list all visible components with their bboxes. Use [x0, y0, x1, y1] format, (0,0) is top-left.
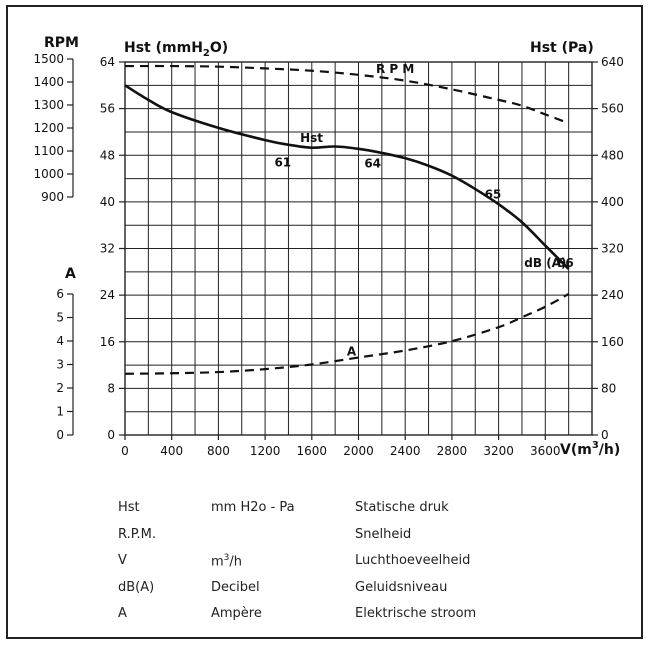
- legend-unit-dba: Decibel: [211, 580, 260, 595]
- rpm-tick-label: 1400: [33, 75, 64, 89]
- hst-tick-label: 48: [100, 148, 115, 162]
- curve-annotation: Hst: [300, 131, 323, 145]
- rpm-tick-label: 1000: [33, 167, 64, 181]
- hst-tick-label: 64: [100, 55, 115, 69]
- rpm-tick-label: 1200: [33, 121, 64, 135]
- pa-tick-label: 320: [601, 242, 624, 256]
- legend-unit-hst: mm H2o - Pa: [211, 500, 295, 515]
- series-line-rpm: [124, 64, 570, 125]
- x-tick-label: 800: [207, 444, 230, 458]
- pa-axis-title: Hst (Pa): [530, 40, 594, 56]
- legend-abbr-dba: dB(A): [118, 580, 155, 595]
- amp-axis-title: A: [65, 266, 76, 282]
- pa-tick-label: 640: [601, 55, 624, 69]
- hst-tick-label: 40: [100, 195, 115, 209]
- hst-axis-title: Hst (mmH2O): [124, 40, 228, 59]
- hst-tick-label: 24: [100, 288, 115, 302]
- amp-tick-label: 0: [56, 428, 64, 442]
- amp-tick-label: 1: [56, 405, 64, 419]
- legend-desc-dba: Geluidsniveau: [355, 580, 448, 595]
- pa-tick-label: 480: [601, 148, 624, 162]
- legend-unit-v: m3/h: [211, 553, 243, 570]
- curve-annotation: 61: [274, 155, 291, 169]
- chart-frame: [6, 5, 643, 639]
- legend-abbr-rpm: R.P.M.: [118, 527, 156, 542]
- curve-annotation: R P M: [376, 62, 414, 76]
- x-tick-label: 3600: [530, 444, 561, 458]
- hst-tick-label: 56: [100, 102, 115, 116]
- legend-unit-a: Ampère: [211, 606, 262, 621]
- amp-tick-label: 4: [56, 334, 64, 348]
- legend-desc-rpm: Snelheid: [355, 527, 412, 542]
- x-tick-label: 2000: [343, 444, 374, 458]
- series-line-a: [124, 292, 570, 375]
- legend-desc-a: Elektrische stroom: [355, 606, 477, 621]
- x-tick-label: 0: [121, 444, 129, 458]
- hst-tick-label: 8: [107, 381, 115, 395]
- x-tick-label: 2800: [437, 444, 468, 458]
- rpm-tick-label: 900: [41, 190, 64, 204]
- curve-annotation: 66: [557, 256, 574, 270]
- amp-tick-label: 2: [56, 381, 64, 395]
- x-tick-label: 1200: [250, 444, 281, 458]
- legend-abbr-a: A: [118, 606, 127, 621]
- legend-desc-hst: Statische druk: [355, 500, 449, 515]
- x-tick-label: 1600: [297, 444, 328, 458]
- curve-annotation: 65: [485, 187, 502, 201]
- series-line-hst: [124, 84, 570, 270]
- hst-tick-label: 0: [107, 428, 115, 442]
- legend-abbr-v: V: [118, 553, 127, 568]
- curve-annotation: A: [347, 345, 357, 359]
- pa-tick-label: 560: [601, 102, 624, 116]
- legend-desc-v: Luchthoeveelheid: [355, 553, 471, 568]
- hst-tick-label: 32: [100, 242, 115, 256]
- amp-tick-label: 5: [56, 311, 64, 325]
- rpm-axis-title: RPM: [44, 35, 79, 51]
- x-tick-label: 3200: [483, 444, 514, 458]
- pa-tick-label: 0: [601, 428, 609, 442]
- pa-tick-label: 80: [601, 381, 616, 395]
- pa-tick-label: 160: [601, 335, 624, 349]
- rpm-tick-label: 1300: [33, 98, 64, 112]
- x-axis-title: V(m3/h): [560, 440, 620, 458]
- rpm-tick-label: 1500: [33, 52, 64, 66]
- x-tick-label: 2400: [390, 444, 421, 458]
- rpm-tick-label: 1100: [33, 144, 64, 158]
- amp-tick-label: 3: [56, 358, 64, 372]
- x-tick-label: 400: [160, 444, 183, 458]
- pa-tick-label: 400: [601, 195, 624, 209]
- curve-annotation: dB (A): [524, 256, 566, 270]
- amp-tick-label: 6: [56, 287, 64, 301]
- pa-tick-label: 240: [601, 288, 624, 302]
- legend-abbr-hst: Hst: [118, 500, 140, 515]
- hst-tick-label: 16: [100, 335, 115, 349]
- curve-annotation: 64: [364, 156, 381, 170]
